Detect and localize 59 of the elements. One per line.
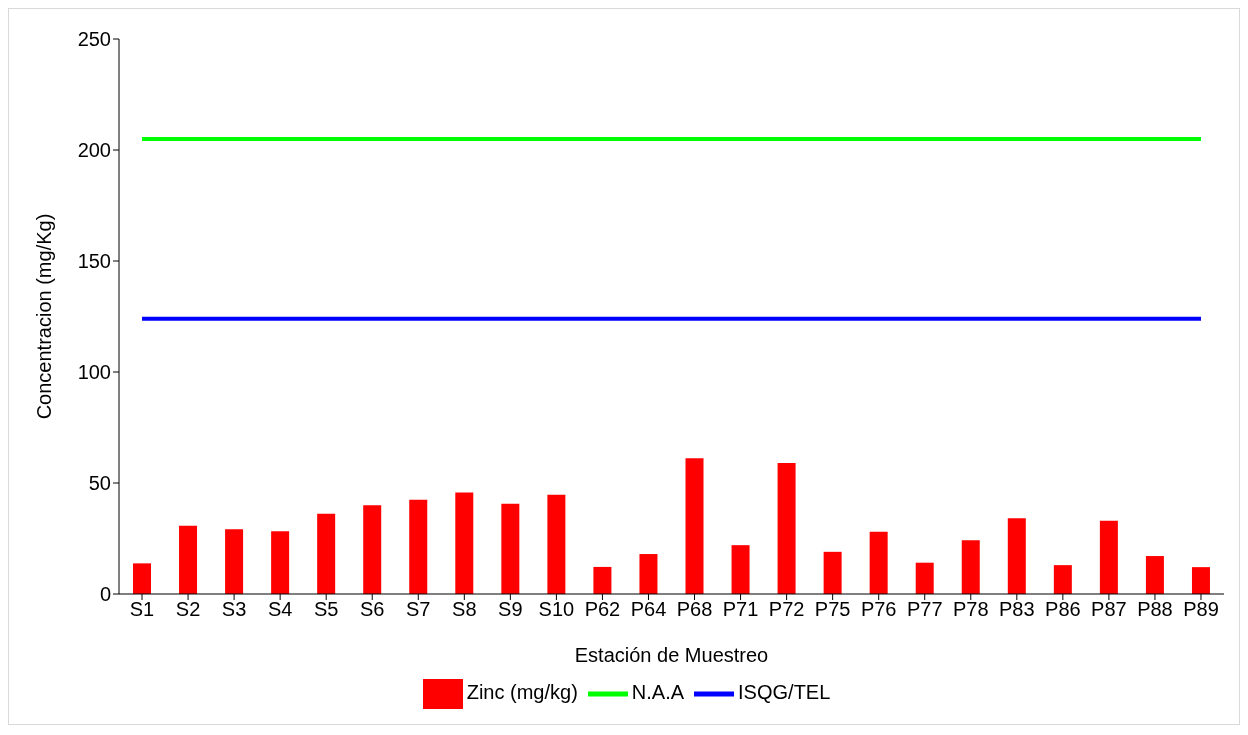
y-tick-label: 0 <box>99 583 111 606</box>
x-tick-label: P64 <box>630 598 667 621</box>
bar <box>363 505 382 594</box>
y-tick-label: 200 <box>77 139 111 162</box>
x-tick-label: S9 <box>498 598 523 621</box>
legend-label: Zinc (mg/kg) <box>466 681 578 704</box>
x-tick-label: P77 <box>906 598 943 621</box>
bar <box>1145 556 1164 594</box>
bar <box>501 503 520 594</box>
x-tick-label: P75 <box>814 598 851 621</box>
bar <box>869 531 888 594</box>
bar <box>593 566 612 594</box>
x-tick-label: P68 <box>676 598 713 621</box>
y-tick-label: 150 <box>77 250 111 273</box>
y-tick-label: 100 <box>77 361 111 384</box>
x-tick-label: P86 <box>1045 598 1081 621</box>
x-tick-label: P83 <box>999 598 1035 621</box>
bar <box>731 545 750 594</box>
x-tick-label: P62 <box>584 598 621 621</box>
bar <box>915 562 934 594</box>
bar <box>777 463 796 594</box>
bar <box>1007 518 1026 594</box>
x-tick-label: P78 <box>952 598 989 621</box>
x-tick-label: S7 <box>406 598 431 621</box>
bar <box>547 494 566 594</box>
x-tick-label: P87 <box>1091 598 1127 621</box>
x-tick-label: P71 <box>722 598 759 621</box>
legend-label: N.A.A <box>631 681 685 704</box>
bar <box>317 513 336 594</box>
legend-label: ISQG/TEL <box>738 681 831 704</box>
x-tick-label: S2 <box>175 598 201 621</box>
bar <box>1053 565 1072 594</box>
x-axis-title: Estación de Muestreo <box>574 644 769 666</box>
bar <box>179 525 198 594</box>
x-tick-label: S6 <box>359 598 385 621</box>
x-tick-label: S8 <box>452 598 477 621</box>
bar <box>409 499 428 594</box>
bar <box>685 458 704 594</box>
x-tick-label: S10 <box>538 598 575 621</box>
bar <box>133 563 151 594</box>
bar <box>961 540 980 594</box>
y-axis-title: Concentracion (mg/Kg) <box>33 213 56 420</box>
bar <box>1099 520 1118 594</box>
x-tick-label: S4 <box>267 598 293 621</box>
x-tick-label: S3 <box>221 598 247 621</box>
x-tick-label: P88 <box>1137 598 1173 621</box>
bar <box>639 554 658 594</box>
bar <box>823 551 842 594</box>
bar <box>1191 567 1210 594</box>
bar <box>225 529 244 594</box>
bar <box>271 531 290 594</box>
x-tick-label: P76 <box>860 598 897 621</box>
x-tick-label: S1 <box>129 598 155 621</box>
x-tick-label: P72 <box>768 598 805 621</box>
y-tick-label: 50 <box>88 472 111 495</box>
x-tick-label: P89 <box>1183 598 1219 621</box>
y-tick-label: 250 <box>77 28 111 51</box>
bar <box>455 492 474 594</box>
x-tick-label: S5 <box>313 598 339 621</box>
